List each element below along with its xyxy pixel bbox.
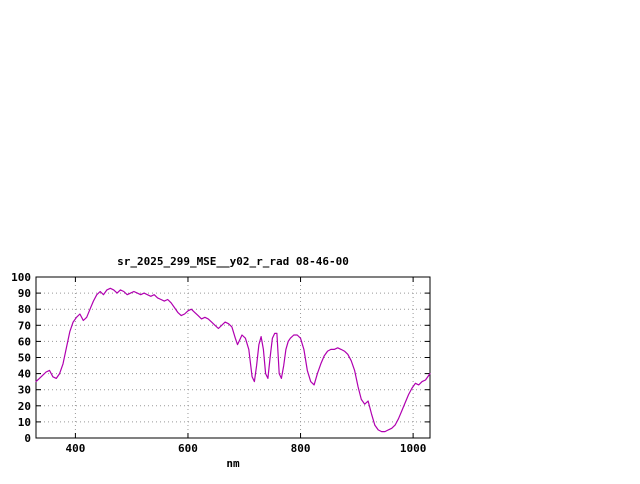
y-tick-label: 20	[18, 400, 31, 413]
x-tick-label: 1000	[400, 442, 427, 455]
y-tick-label: 60	[18, 335, 31, 348]
y-tick-label: 0	[24, 432, 31, 445]
y-tick-label: 40	[18, 368, 31, 381]
y-tick-label: 30	[18, 384, 31, 397]
chart-title: sr_2025_299_MSE__y02_r_rad 08-46-00	[117, 255, 349, 268]
y-tick-label: 10	[18, 416, 31, 429]
y-tick-label: 90	[18, 287, 31, 300]
plot-border	[35, 276, 431, 439]
y-tick-label: 80	[18, 303, 31, 316]
y-tick-label: 100	[11, 271, 31, 284]
x-tick-label: 400	[65, 442, 85, 455]
data-line	[35, 287, 431, 433]
y-tick-label: 50	[18, 352, 31, 365]
x-tick-label: 600	[178, 442, 198, 455]
x-axis-label: nm	[226, 457, 240, 470]
x-tick-label: 800	[291, 442, 311, 455]
y-tick-label: 70	[18, 319, 31, 332]
